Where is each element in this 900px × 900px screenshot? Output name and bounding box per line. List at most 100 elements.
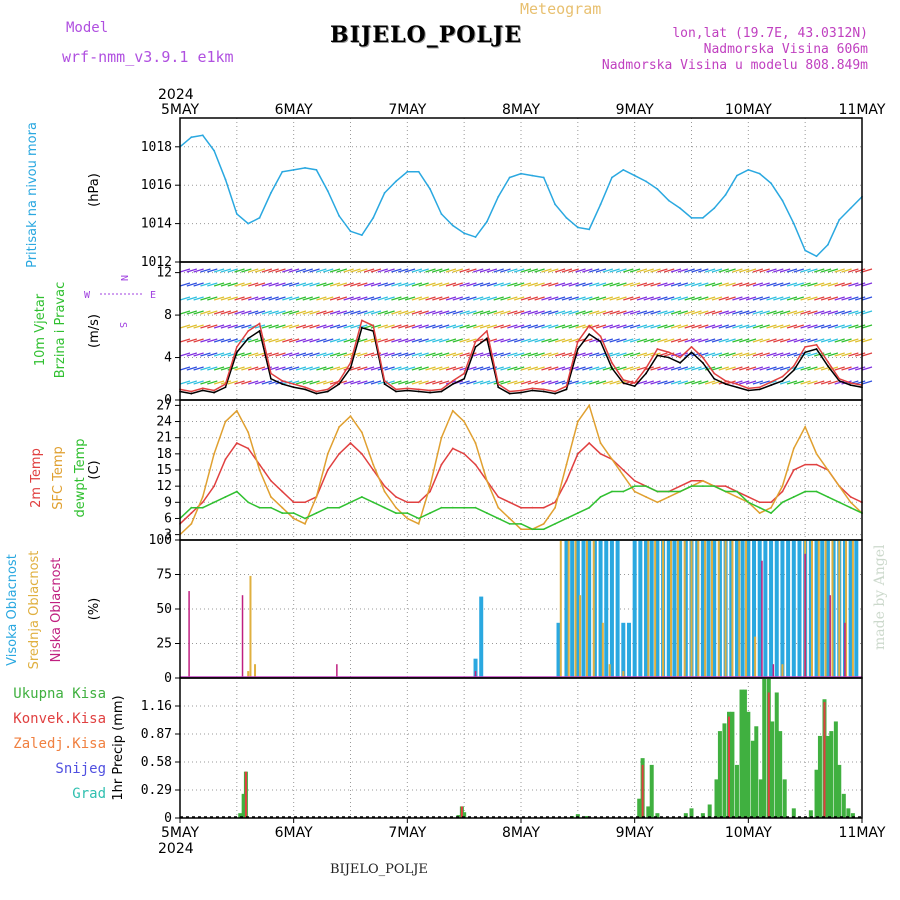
cloud-bar xyxy=(731,540,734,678)
precipitation-bar xyxy=(734,764,739,818)
wind-arrow xyxy=(548,338,559,343)
wind-arrow xyxy=(241,352,252,357)
wind-arrow xyxy=(773,268,784,273)
temperature-point xyxy=(360,431,363,434)
location-line-1: lon,lat (19.7E, 43.0312N) xyxy=(672,26,868,41)
wind-arrow xyxy=(493,268,504,273)
wind-arrow xyxy=(316,338,327,343)
wind-arrow xyxy=(848,268,859,273)
wind-arrow xyxy=(336,338,348,343)
wind-point xyxy=(190,392,193,395)
temperature-point xyxy=(281,490,284,493)
wind-arrow xyxy=(841,268,852,273)
wind-arrow xyxy=(248,310,259,315)
precipitation-bar xyxy=(758,779,763,818)
wind-arrow xyxy=(629,324,641,329)
cloud-bar xyxy=(638,540,643,678)
temperature-point xyxy=(565,463,568,466)
wind-arrow xyxy=(664,324,675,329)
wind-arrow xyxy=(377,268,388,273)
wind-arrow xyxy=(766,296,777,301)
wind-arrow xyxy=(186,366,197,371)
wind-arrow xyxy=(425,352,436,357)
precipitation-ytick-label: 0.58 xyxy=(141,755,172,770)
wind-arrow xyxy=(575,282,586,287)
wind-arrow xyxy=(739,324,750,329)
wind-point xyxy=(804,346,807,348)
cloud-bar xyxy=(706,540,711,678)
wind-arrow xyxy=(745,338,757,343)
wind-arrow xyxy=(200,352,211,357)
wind-arrow xyxy=(207,324,218,329)
pressure-point xyxy=(667,199,670,202)
wind-arrow xyxy=(616,338,627,343)
wind-arrow xyxy=(739,296,750,301)
wind-arrow xyxy=(459,310,470,315)
wind-arrow xyxy=(507,366,518,371)
meteogram-subtitle: Meteogram xyxy=(520,0,602,18)
temperature-point xyxy=(531,528,534,531)
wind-arrow xyxy=(391,324,402,329)
temperature-point xyxy=(656,501,659,504)
wind-arrow xyxy=(329,352,341,357)
cloud-bar xyxy=(649,540,654,678)
wind-arrow xyxy=(234,310,245,315)
wind-arrow xyxy=(425,296,436,301)
cloud-bar xyxy=(697,540,700,678)
wind-point xyxy=(326,390,329,393)
wind-arrow xyxy=(732,268,743,273)
pressure-point xyxy=(758,172,761,175)
wind-arrow xyxy=(534,338,545,343)
wind-arrow xyxy=(514,352,525,357)
wind-point xyxy=(349,367,352,370)
wind-arrow xyxy=(323,380,334,385)
wind-arrow xyxy=(514,296,525,301)
cloud-bar xyxy=(241,595,244,678)
pressure-point xyxy=(213,149,216,152)
wind-arrow xyxy=(650,380,661,385)
temperature-ylabel: (C) xyxy=(87,460,102,479)
wind-arrow xyxy=(793,268,804,273)
wind-arrow xyxy=(711,310,723,315)
temperature-point xyxy=(326,452,329,455)
precipitation-bar xyxy=(754,726,759,818)
x-tick-top-2: 7MAY xyxy=(388,102,426,118)
wind-arrow xyxy=(466,310,477,315)
cloud-side-label-0: Visoka Oblacnost xyxy=(5,554,20,666)
wind-arrow xyxy=(527,282,538,287)
wind-arrow xyxy=(554,352,566,357)
temperature-point xyxy=(270,496,272,498)
wind-arrow xyxy=(541,338,552,343)
wind-ylabel: (m/s) xyxy=(87,314,102,348)
cloud-bar xyxy=(604,540,609,678)
wind-arrow xyxy=(377,324,388,329)
pressure-point xyxy=(406,170,409,173)
wind-arrow xyxy=(807,268,818,273)
wind-arrow xyxy=(629,310,641,315)
cloud-bar xyxy=(564,540,569,678)
wind-arrow xyxy=(336,324,348,329)
wind-arrow xyxy=(186,282,197,287)
wind-point xyxy=(849,382,852,384)
wind-arrow xyxy=(479,380,491,385)
wind-arrow xyxy=(786,282,798,287)
wind-arrow xyxy=(834,282,845,287)
temperature-point xyxy=(201,506,204,509)
temperature-point xyxy=(395,512,397,514)
wind-arrow xyxy=(732,366,743,371)
wind-arrow xyxy=(398,296,409,301)
wind-arrow xyxy=(684,324,695,329)
wind-arrow xyxy=(834,324,845,329)
temperature-point xyxy=(270,506,272,509)
cloud-bar xyxy=(752,540,757,678)
x-tick-top-3: 8MAY xyxy=(502,102,540,118)
wind-arrow xyxy=(684,296,695,301)
wind-point xyxy=(383,383,386,385)
wind-arrow xyxy=(241,310,252,315)
temperature-point xyxy=(372,463,375,466)
wind-arrow xyxy=(773,310,784,315)
wind-arrow xyxy=(561,310,573,315)
wind-arrow xyxy=(350,268,361,273)
wind-arrow xyxy=(411,296,423,301)
cloud-ytick-label: 0 xyxy=(164,671,172,686)
